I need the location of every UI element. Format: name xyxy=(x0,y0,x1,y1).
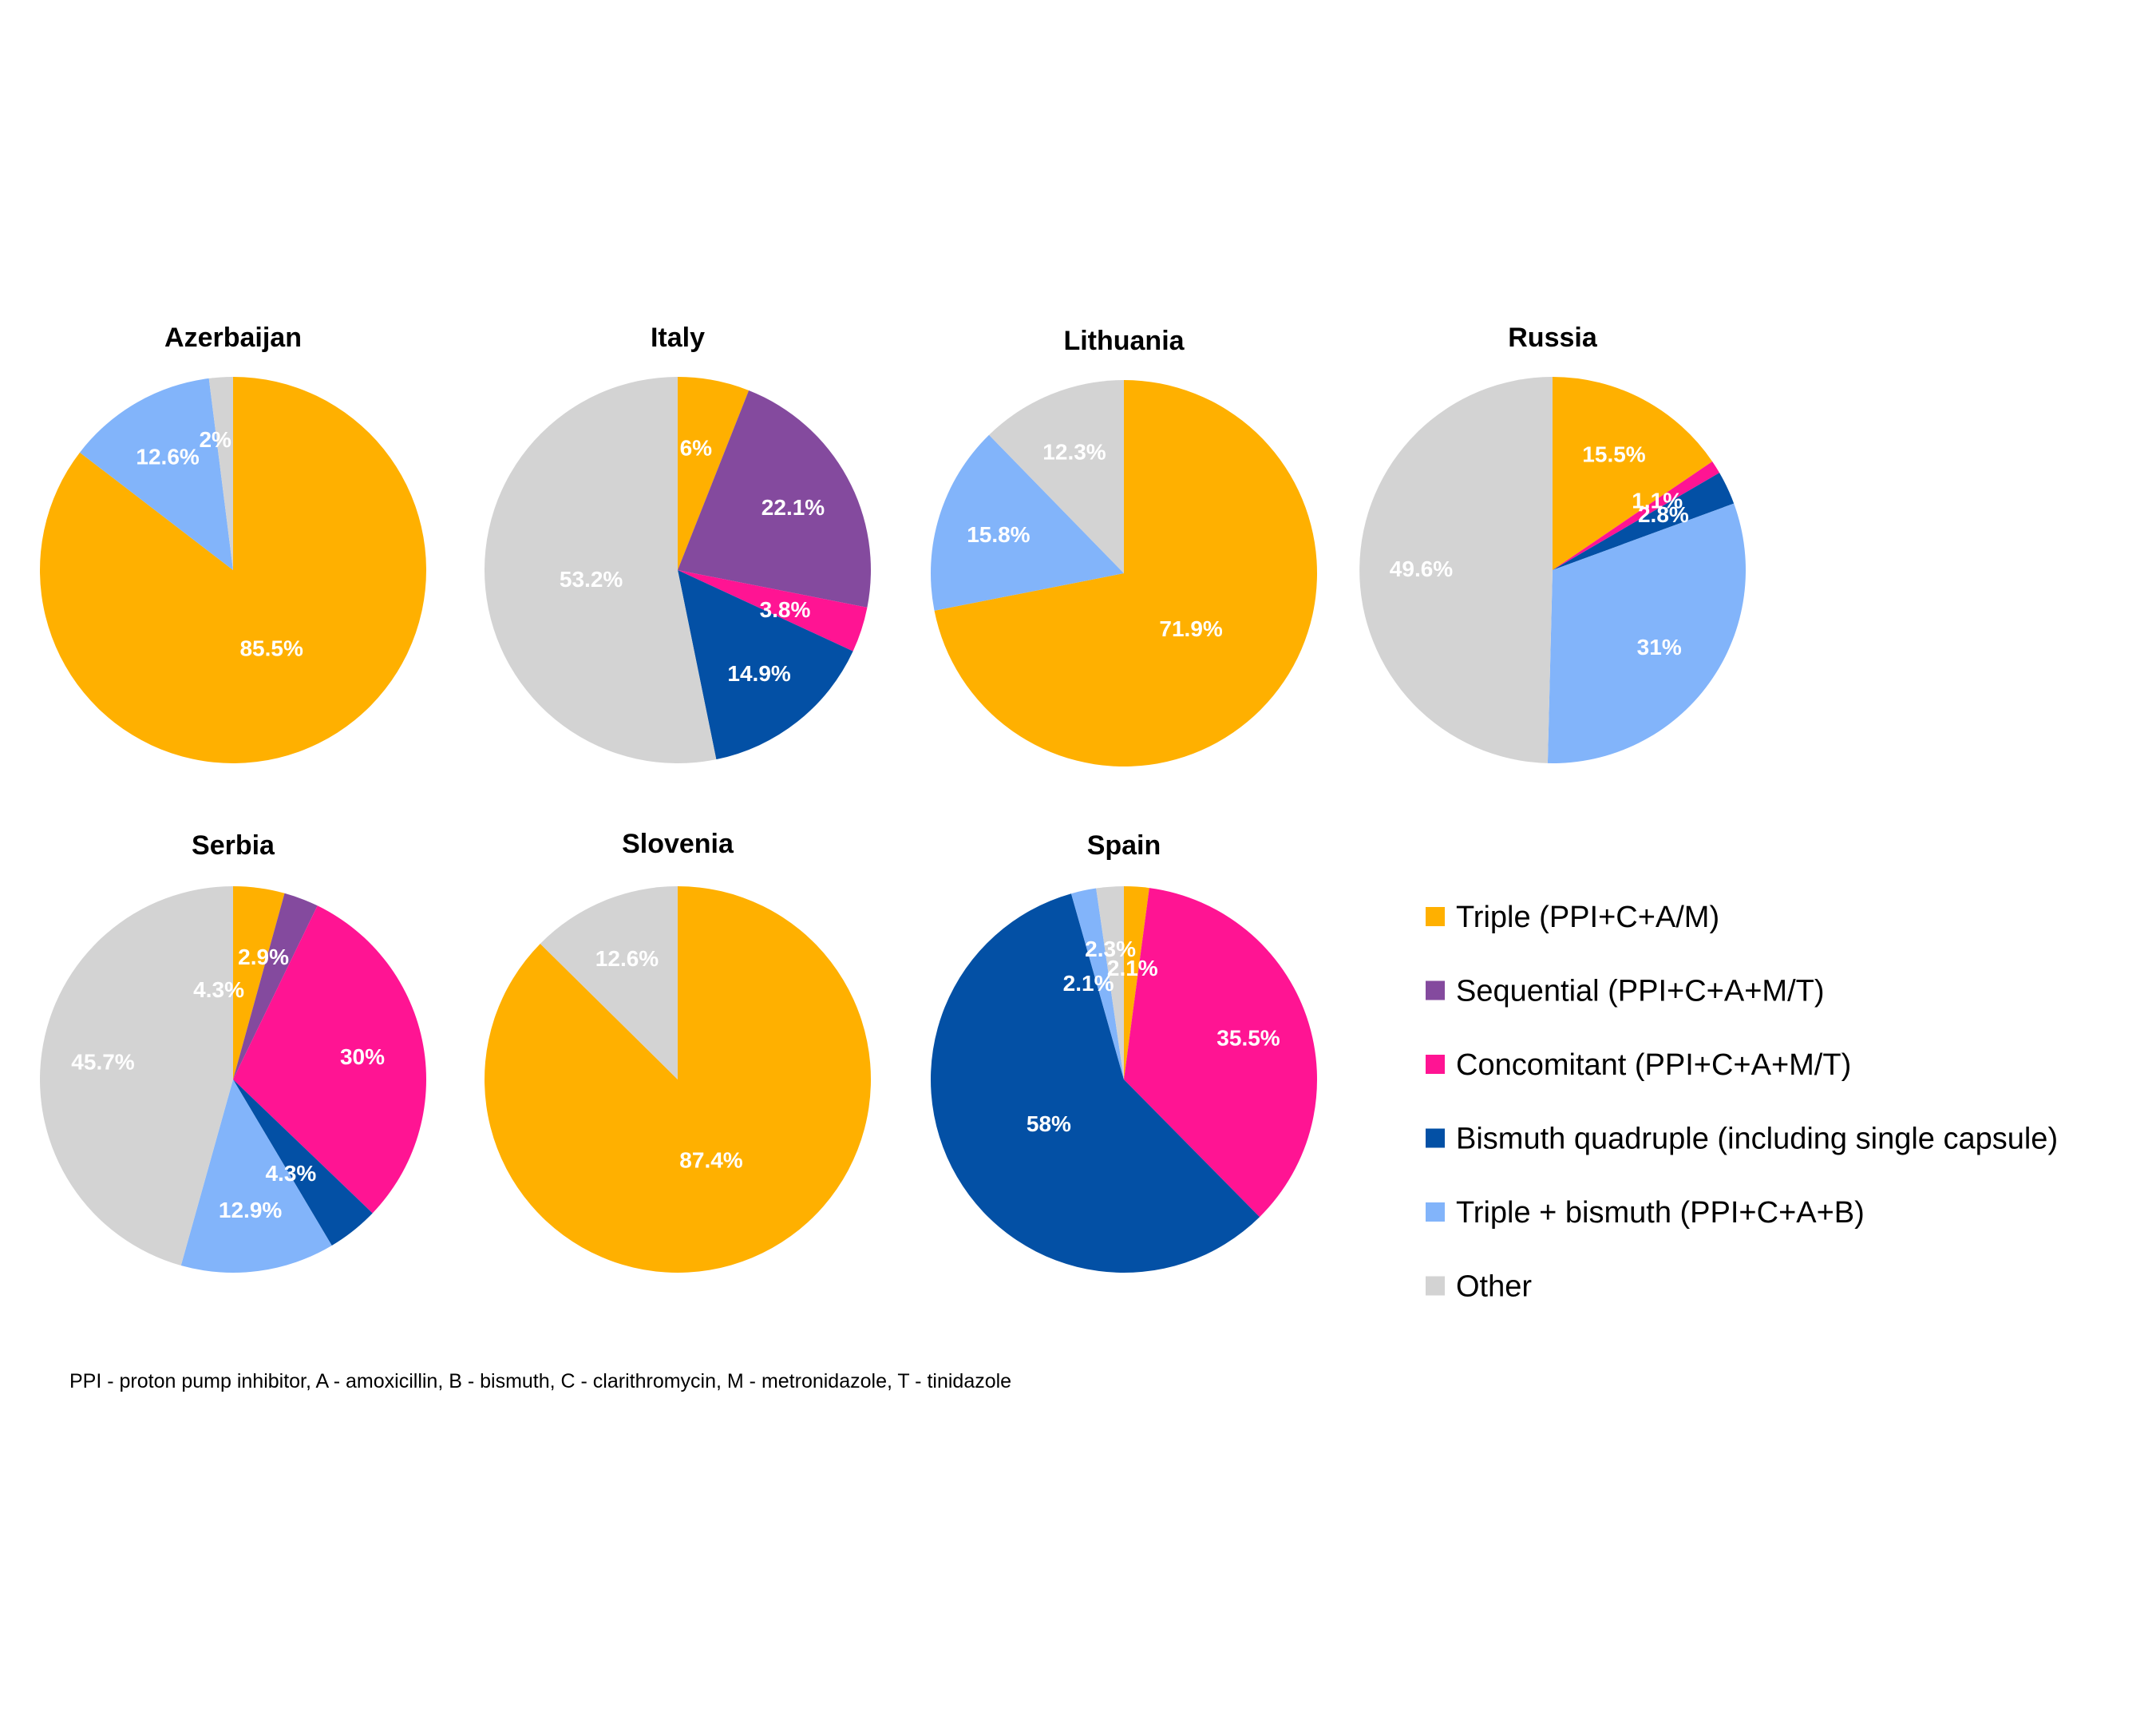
pie-slice-italy-bismuth-quadruple xyxy=(678,570,853,760)
slice-label-russia-bismuth-quadruple: 2.8% xyxy=(1638,502,1689,527)
pie-slice-russia-triple-bismuth xyxy=(1547,503,1746,763)
pie-spain: 2.1%35.5%58%2.1%2.3%Spain xyxy=(930,830,1318,1273)
pie-slice-azerbaijan-triple xyxy=(39,377,426,763)
slice-label-spain-triple: 2.1% xyxy=(1107,956,1158,980)
pie-slovenia: 87.4% 12.6% Slovenia xyxy=(485,829,872,1273)
slice-label-lithuania-other: 12.3% xyxy=(1042,440,1106,465)
pie-slice-russia-bismuth-quadruple xyxy=(1553,473,1735,570)
slice-label-russia-triple-bismuth: 31% xyxy=(1637,635,1682,659)
slice-label-russia-concomitant: 1.1% xyxy=(1632,488,1683,513)
legend: Triple (PPI+C+A/M) Sequential (PPI+C+A+M/… xyxy=(1426,901,2058,1304)
slice-label-italy-sequential: 22.1% xyxy=(762,495,825,520)
legend-label-bismuth-quadruple: Bismuth quadruple (including single caps… xyxy=(1456,1123,2058,1156)
legend-swatch-other xyxy=(1426,1276,1445,1296)
legend-swatch-triple-bismuth xyxy=(1426,1202,1445,1222)
pie-slice-serbia-concomitant xyxy=(233,905,427,1214)
slice-label-russia-triple: 15.5% xyxy=(1582,442,1645,467)
legend-label-triple-bismuth: Triple + bismuth (PPI+C+A+B) xyxy=(1456,1196,1865,1230)
pie-slice-lithuania-triple-bismuth xyxy=(931,434,1124,611)
slice-label-spain-triple-bismuth: 2.1% xyxy=(1063,971,1114,996)
legend-swatch-bismuth-quadruple xyxy=(1426,1128,1445,1148)
pie-slice-russia-triple xyxy=(1553,377,1713,570)
slice-label-spain-bismuth-quadruple: 58% xyxy=(1027,1111,1071,1136)
slice-label-azerbaijan-other: 2% xyxy=(199,427,231,452)
chart-title-italy: Italy xyxy=(651,323,705,353)
pie-serbia: 4.3% 2.9% 30% 4.3% 12.9% 45.7% Serbia xyxy=(40,830,427,1273)
slice-label-spain-other: 2.3% xyxy=(1085,937,1136,961)
pie-slice-spain-bismuth-quadruple xyxy=(930,893,1260,1273)
pie-slice-slovenia-triple xyxy=(485,886,872,1273)
pie-slice-italy-triple xyxy=(678,377,750,570)
pie-italy: 6% 22.1% 3.8% 14.9% 53.2% Italy xyxy=(484,323,871,764)
pie-azerbaijan: 85.5% 12.6%2% Azerbaijan xyxy=(39,323,426,763)
legend-label-concomitant: Concomitant (PPI+C+A+M/T) xyxy=(1456,1048,1851,1082)
pie-slice-azerbaijan-triple-bismuth xyxy=(79,378,234,570)
legend-swatch-sequential xyxy=(1426,980,1445,1000)
slice-label-spain-concomitant: 35.5% xyxy=(1216,1026,1280,1051)
pie-slice-spain-concomitant xyxy=(1124,888,1318,1218)
legend-label-other: Other xyxy=(1456,1270,1532,1304)
chart-title-slovenia: Slovenia xyxy=(622,829,734,859)
pie-slice-italy-sequential xyxy=(678,390,871,608)
slice-label-russia-other: 49.6% xyxy=(1390,557,1453,581)
pie-slice-lithuania-other xyxy=(989,380,1124,573)
footnote: PPI - proton pump inhibitor, A - amoxici… xyxy=(69,1370,1012,1392)
slice-label-slovenia-other: 12.6% xyxy=(595,946,659,971)
legend-label-sequential: Sequential (PPI+C+A+M/T) xyxy=(1456,975,1825,1008)
pie-slice-spain-triple xyxy=(1124,886,1149,1079)
pie-slice-spain-other xyxy=(1096,886,1124,1079)
pie-slice-spain-triple-bismuth xyxy=(1070,888,1124,1079)
slice-label-italy-concomitant: 3.8% xyxy=(760,597,811,622)
pie-slice-serbia-triple-bismuth xyxy=(180,1079,332,1273)
slice-label-serbia-concomitant: 30% xyxy=(340,1044,385,1069)
slice-label-italy-triple: 6% xyxy=(680,435,713,460)
slice-label-azerbaijan-triple: 85.5% xyxy=(239,636,303,661)
pie-slice-serbia-triple xyxy=(233,886,285,1079)
slice-label-serbia-sequential: 2.9% xyxy=(238,945,289,969)
pie-lithuania: 71.9% 15.8% 12.3% Lithuania xyxy=(931,326,1318,766)
chart-title-russia: Russia xyxy=(1508,323,1598,353)
pie-slice-slovenia-other xyxy=(540,886,678,1079)
slice-label-serbia-triple: 4.3% xyxy=(193,977,244,1002)
slice-label-italy-other: 53.2% xyxy=(560,567,623,592)
pie-slice-italy-other xyxy=(484,377,717,764)
slice-label-lithuania-triple-bismuth: 15.8% xyxy=(967,522,1030,547)
slice-label-slovenia-triple: 87.4% xyxy=(679,1148,742,1173)
slice-label-italy-bismuth-quadruple: 14.9% xyxy=(727,661,790,686)
chart-title-lithuania: Lithuania xyxy=(1063,326,1185,356)
slice-label-serbia-bismuth-quadruple: 4.3% xyxy=(265,1161,316,1186)
chart-title-azerbaijan: Azerbaijan xyxy=(164,323,302,353)
pie-slice-azerbaijan-other xyxy=(208,377,233,570)
slice-label-lithuania-triple: 71.9% xyxy=(1159,616,1222,641)
legend-label-triple: Triple (PPI+C+A/M) xyxy=(1456,901,1719,934)
chart-title-spain: Spain xyxy=(1087,830,1161,861)
slice-label-azerbaijan-triple-bismuth: 12.6% xyxy=(136,444,199,469)
pie-slice-lithuania-triple xyxy=(934,380,1318,766)
slice-label-serbia-triple-bismuth: 12.9% xyxy=(219,1198,282,1222)
pie-slice-russia-other xyxy=(1359,377,1553,763)
legend-swatch-triple xyxy=(1426,907,1445,926)
legend-swatch-concomitant xyxy=(1426,1055,1445,1074)
pie-slice-serbia-other xyxy=(40,886,234,1266)
pie-slice-italy-concomitant xyxy=(678,570,868,652)
pie-slice-serbia-sequential xyxy=(233,893,318,1079)
slice-label-serbia-other: 45.7% xyxy=(71,1050,134,1075)
pie-slice-serbia-bismuth-quadruple xyxy=(233,1079,373,1246)
chart-title-serbia: Serbia xyxy=(192,830,275,861)
pie-slice-russia-concomitant xyxy=(1553,461,1720,570)
pie-russia: 15.5% 1.1%2.8% 31% 49.6% Russia xyxy=(1359,323,1746,763)
